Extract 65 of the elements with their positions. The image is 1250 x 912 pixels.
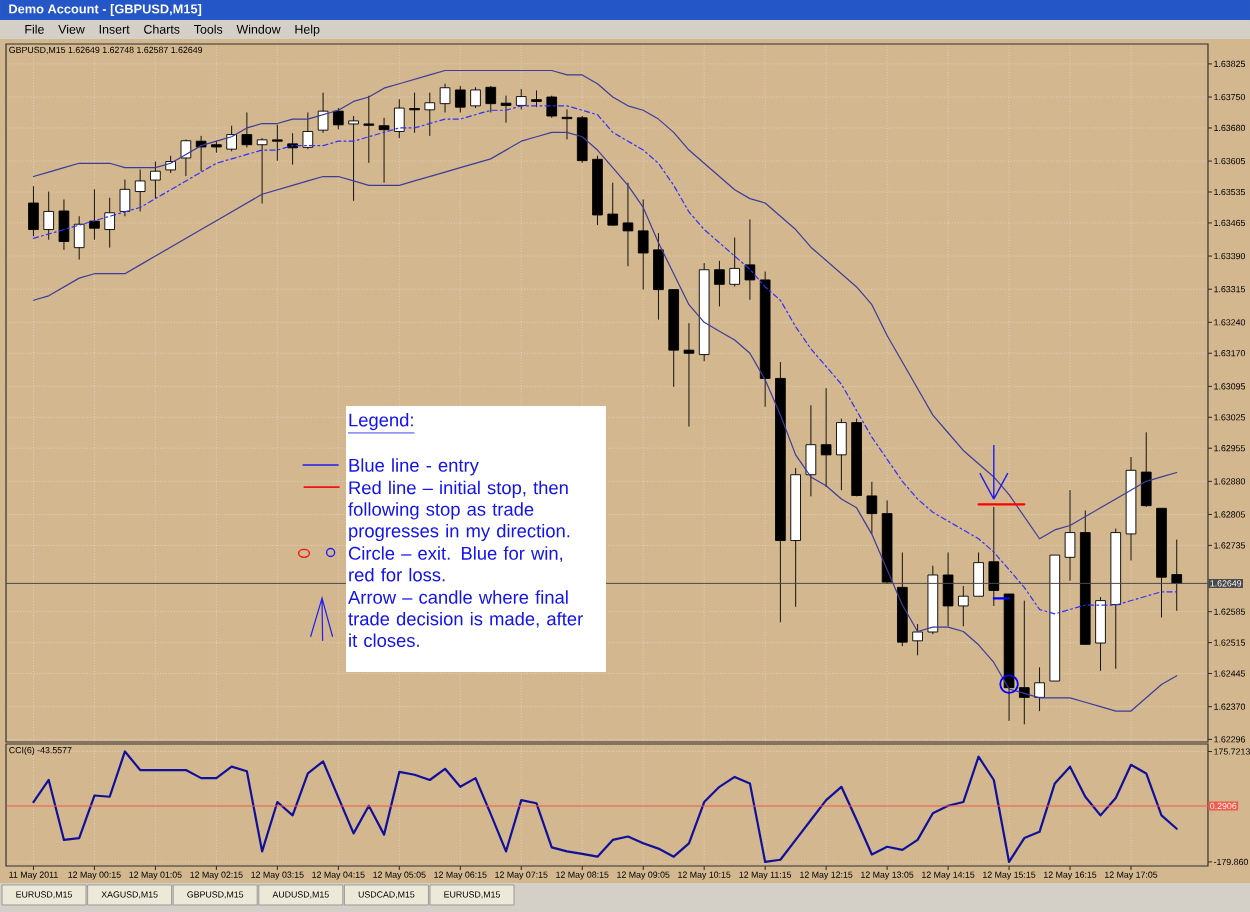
candlestick <box>439 83 451 113</box>
candlestick <box>256 137 268 204</box>
candlestick <box>1140 431 1152 507</box>
candlestick <box>607 182 619 226</box>
candlestick <box>317 92 329 134</box>
candlestick <box>1064 489 1076 582</box>
candlestick <box>790 467 801 608</box>
candlestick <box>866 481 878 535</box>
candlestick <box>942 552 954 627</box>
candlestick <box>653 232 664 321</box>
candlestick <box>272 124 283 162</box>
candlestick <box>58 199 70 251</box>
candlestick <box>1018 600 1030 725</box>
annotation: Circle – exit. Blue for win, red for loss. <box>348 546 563 582</box>
candlestick <box>744 218 756 301</box>
annotation: Legend: <box>349 412 413 431</box>
candlestick <box>363 95 375 164</box>
candlestick <box>424 92 436 137</box>
candlestick <box>531 89 542 108</box>
candlestick <box>302 112 314 150</box>
candlestick <box>576 115 588 164</box>
candlestick <box>378 117 390 184</box>
candlestick <box>897 552 908 647</box>
candlestick <box>851 418 862 496</box>
candlestick <box>805 404 817 497</box>
candlestick <box>73 215 85 261</box>
candlestick <box>226 125 237 152</box>
candlestick <box>561 108 573 140</box>
candlestick <box>683 322 695 428</box>
candlestick <box>1095 596 1106 672</box>
candlestick <box>698 262 710 362</box>
candlestick <box>592 155 603 226</box>
annotation: Arrow – candle where final trade decision is made, after it closes. <box>348 590 583 648</box>
candlestick <box>500 95 512 124</box>
candlestick <box>393 98 405 139</box>
candlestick <box>622 182 634 267</box>
candlestick <box>759 271 771 408</box>
candlestick <box>546 96 558 119</box>
candlestick <box>454 85 466 113</box>
candlestick <box>836 418 847 491</box>
candlestick <box>348 115 359 202</box>
candlestick <box>409 92 420 134</box>
candlestick <box>957 585 969 627</box>
candlestick <box>470 86 481 109</box>
annotation: Blue line - entry <box>349 458 479 476</box>
candlestick <box>988 506 1000 607</box>
candlestick <box>927 565 939 635</box>
candlestick <box>714 260 725 307</box>
candlestick <box>119 179 131 217</box>
candlestick <box>775 361 786 623</box>
candlestick <box>180 140 192 177</box>
candlestick <box>89 188 100 241</box>
candlestick <box>881 499 893 585</box>
candlestick <box>104 197 115 249</box>
candlestick <box>1034 666 1045 712</box>
candlestick <box>134 169 146 212</box>
annotation: Red line – initial stop, then following stop as trade progresses in my direction. <box>348 480 570 542</box>
candlestick <box>820 387 832 488</box>
candlestick <box>1171 539 1183 612</box>
candlestick <box>729 237 740 287</box>
candlestick <box>241 112 253 148</box>
candlestick <box>1125 456 1137 561</box>
candlestick <box>1110 528 1122 670</box>
candlestick <box>637 199 649 291</box>
candlestick <box>28 185 39 237</box>
